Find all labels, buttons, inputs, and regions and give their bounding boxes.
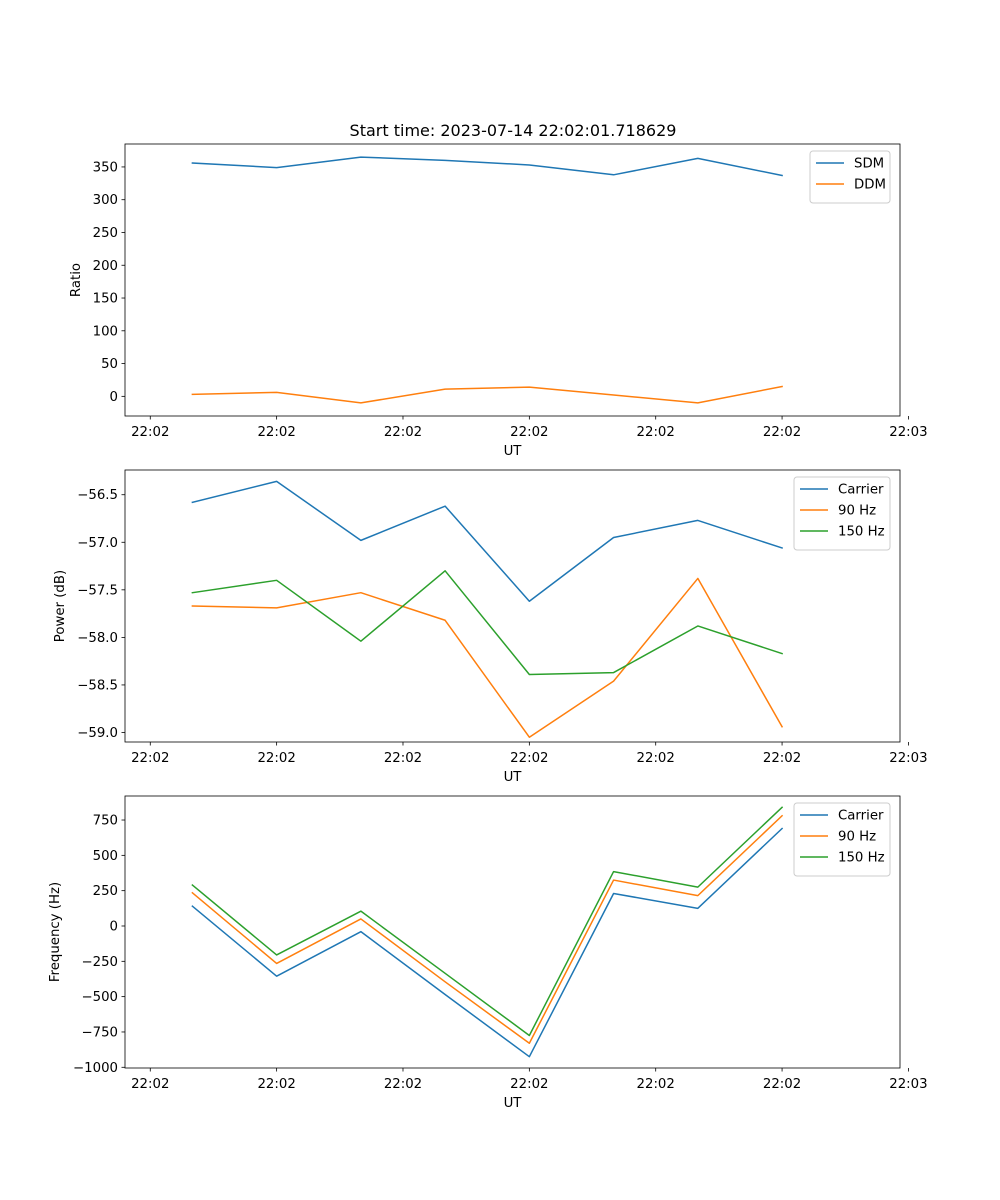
legend-label: SDM — [854, 157, 884, 172]
series-line-90-hz — [191, 577, 784, 738]
x-tick-label: 22:02 — [384, 425, 422, 440]
y-tick-label: −750 — [81, 1025, 118, 1040]
series-line-150-hz — [191, 570, 784, 676]
series-line-sdm — [191, 156, 783, 177]
legend: Carrier 90 Hz 150 Hz — [793, 476, 891, 551]
legend-label: Carrier — [838, 483, 884, 498]
y-tick-label: 250 — [93, 226, 118, 241]
panels: 0 50 100 150 200 250 300 350 22:02 22:02 22:02 22:0… — [48, 143, 928, 1111]
legend-label: Carrier — [838, 809, 884, 824]
chart-panel-2: −59.0 −58.5 −58.0 −57.5 −57.0 −56.5 22:02 22:02… — [53, 469, 928, 785]
y-tick-label: 50 — [101, 357, 118, 372]
y-tick-label: 500 — [93, 849, 118, 864]
y-tick-label: 0 — [110, 919, 118, 934]
x-tick-label: 22:02 — [257, 751, 295, 766]
axes-frame — [124, 143, 901, 417]
x-tick-label: 22:02 — [763, 751, 801, 766]
figure-title: Start time: 2023-07-14 22:02:01.718629 — [350, 121, 677, 140]
x-tick-label: 22:02 — [637, 1077, 675, 1092]
legend-label: 150 Hz — [838, 525, 885, 540]
x-tick-label: 22:02 — [510, 425, 548, 440]
x-tick-label: 22:02 — [763, 425, 801, 440]
x-tick-label: 22:03 — [889, 751, 927, 766]
legend-label: 150 Hz — [838, 851, 885, 866]
legend-label: 90 Hz — [838, 504, 876, 519]
y-tick-label: 100 — [93, 324, 118, 339]
y-tick-label: −58.0 — [77, 631, 118, 646]
chart-panel-3: −1000 −750 −500 −250 0 250 500 750 22:02 22:02 22:… — [48, 795, 928, 1111]
y-tick-label: −59.0 — [77, 726, 118, 741]
chart-panel-1: 0 50 100 150 200 250 300 350 22:02 22:02 22:02 22:0… — [69, 143, 928, 459]
x-axis-label: UT — [504, 444, 523, 459]
y-axis-label: Power (dB) — [53, 570, 68, 642]
x-tick-label: 22:02 — [510, 1077, 548, 1092]
y-tick-label: 0 — [110, 390, 118, 405]
x-tick-label: 22:02 — [131, 751, 169, 766]
y-tick-label: 300 — [93, 193, 118, 208]
x-tick-label: 22:02 — [637, 751, 675, 766]
x-tick-label: 22:02 — [637, 425, 675, 440]
legend-box — [809, 150, 891, 204]
series-line-carrier — [191, 827, 784, 1058]
x-tick-label: 22:02 — [257, 425, 295, 440]
x-tick-label: 22:03 — [889, 425, 927, 440]
x-tick-label: 22:03 — [889, 1077, 927, 1092]
x-axis-label: UT — [504, 1096, 523, 1111]
legend: SDM DDM — [809, 150, 891, 204]
y-tick-label: −56.5 — [77, 488, 118, 503]
x-axis-label: UT — [504, 770, 523, 785]
y-tick-label: −1000 — [73, 1061, 118, 1076]
y-tick-label: 200 — [93, 259, 118, 274]
x-tick-label: 22:02 — [384, 1077, 422, 1092]
y-tick-label: 150 — [93, 292, 118, 307]
series-line-150-hz — [191, 806, 784, 1037]
x-tick-label: 22:02 — [131, 425, 169, 440]
y-tick-label: −500 — [81, 990, 118, 1005]
y-axis-label: Ratio — [69, 263, 84, 297]
y-tick-label: −250 — [81, 955, 118, 970]
series-line-ddm — [191, 385, 783, 404]
legend-label: DDM — [854, 178, 886, 193]
y-tick-label: −57.0 — [77, 536, 118, 551]
series-line-90-hz — [191, 814, 784, 1045]
y-tick-label: −58.5 — [77, 678, 118, 693]
y-tick-label: −57.5 — [77, 583, 118, 598]
y-tick-label: 750 — [93, 814, 118, 829]
y-tick-label: 350 — [93, 160, 118, 175]
legend-label: 90 Hz — [838, 830, 876, 845]
legend: Carrier 90 Hz 150 Hz — [793, 802, 891, 877]
x-tick-label: 22:02 — [510, 751, 548, 766]
series-line-carrier — [191, 480, 784, 602]
x-tick-label: 22:02 — [384, 751, 422, 766]
x-tick-label: 22:02 — [257, 1077, 295, 1092]
axes-frame — [124, 469, 901, 743]
x-tick-label: 22:02 — [763, 1077, 801, 1092]
axes-frame — [124, 795, 901, 1069]
y-axis-label: Frequency (Hz) — [48, 882, 63, 982]
x-tick-label: 22:02 — [131, 1077, 169, 1092]
y-tick-label: 250 — [93, 884, 118, 899]
